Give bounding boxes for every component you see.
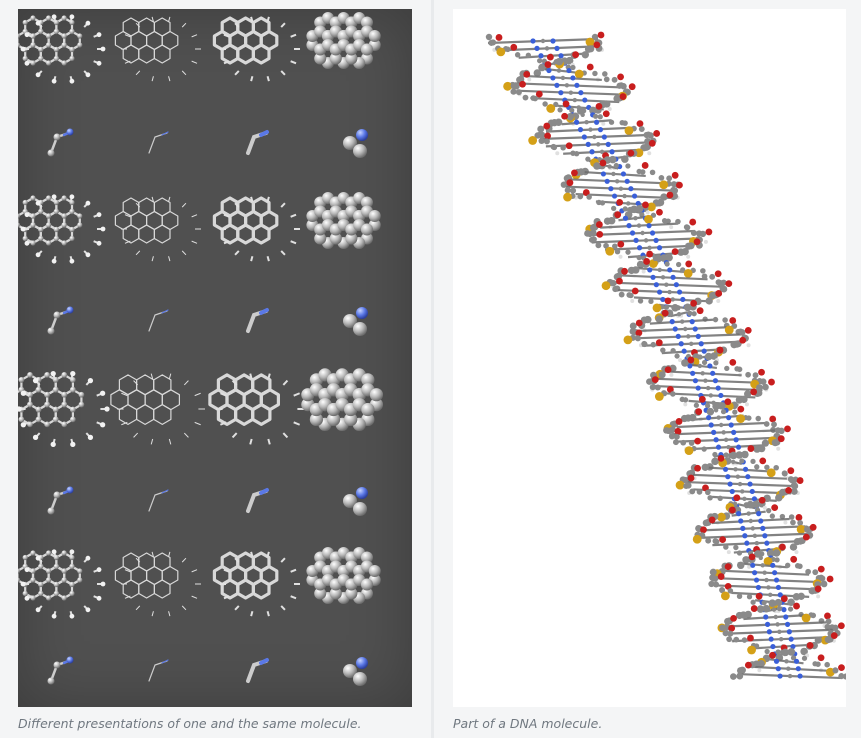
molecule-presentations-figure: [18, 9, 412, 707]
molecule-grid-image: [18, 12, 384, 686]
dna-molecule-figure: [453, 9, 846, 707]
dna-molecule-caption: Part of a DNA molecule.: [453, 716, 603, 731]
molecule-presentations-caption: Different presentations of one and the s…: [18, 716, 362, 731]
left-figure-panel: Different presentations of one and the s…: [0, 0, 431, 738]
panel-divider: [431, 0, 434, 738]
dna-molecule-image: [485, 31, 846, 680]
right-figure-panel: Part of a DNA molecule.: [434, 0, 861, 738]
